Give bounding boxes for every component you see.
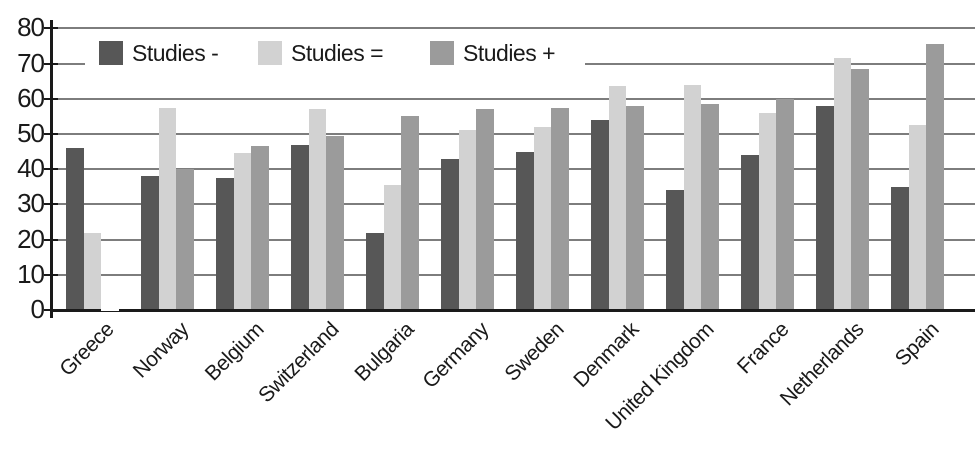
gridline <box>53 133 975 135</box>
bar-sweden <box>533 126 551 310</box>
y-tick-mark <box>44 238 58 241</box>
gridline <box>53 238 975 241</box>
legend-item: Studies + <box>430 40 556 66</box>
bar-germany <box>441 158 459 310</box>
bar-netherlands <box>851 68 869 310</box>
bar-greece <box>83 232 101 310</box>
legend-item: Studies = <box>258 40 384 66</box>
legend-swatch-icon <box>258 41 282 65</box>
y-tick-label: 70 <box>17 47 45 78</box>
legend-background <box>85 36 585 74</box>
y-tick-label: 20 <box>17 223 45 254</box>
bar-denmark <box>626 105 644 310</box>
bar-switzerland <box>326 135 344 310</box>
y-tick-label: 10 <box>17 258 45 289</box>
category-label: Greece <box>55 318 119 381</box>
bar-spain <box>891 186 909 310</box>
legend-label: Studies + <box>463 40 556 66</box>
bar-bulgaria <box>401 116 419 310</box>
y-tick-mark <box>44 273 58 276</box>
bar-norway <box>176 169 194 310</box>
bar-belgium <box>251 146 269 310</box>
bar-sweden <box>516 151 534 310</box>
bar-norway <box>141 176 159 310</box>
legend-label: Studies = <box>291 40 384 66</box>
bar-united-kingdom <box>683 84 701 310</box>
legend-label: Studies - <box>132 40 219 66</box>
bar-norway <box>158 107 176 310</box>
y-tick-mark <box>44 309 58 311</box>
y-tick-mark <box>44 97 58 100</box>
legend-swatch-icon <box>99 41 123 65</box>
legend-item: Studies - <box>99 40 219 66</box>
bar-germany <box>476 109 494 310</box>
bar-switzerland <box>291 144 309 310</box>
bar-united-kingdom <box>666 190 684 310</box>
bar-sweden <box>551 107 569 310</box>
bar-bulgaria <box>383 185 401 310</box>
y-tick-mark <box>44 168 58 171</box>
bar-bulgaria <box>366 232 384 310</box>
zero-bar-notch <box>101 309 119 311</box>
bar-germany <box>458 130 476 310</box>
bar-france <box>776 98 794 310</box>
bar-netherlands <box>816 105 834 310</box>
y-tick-label: 30 <box>17 188 45 219</box>
y-tick-label: 60 <box>17 82 45 113</box>
bar-spain <box>908 125 926 310</box>
bar-denmark <box>591 119 609 310</box>
gridline <box>53 273 975 276</box>
legend-swatch-icon <box>430 41 454 65</box>
bar-united-kingdom <box>701 104 719 310</box>
y-tick-label: 0 <box>30 294 45 324</box>
bar-belgium <box>216 178 234 310</box>
bar-spain <box>926 44 944 310</box>
bar-denmark <box>608 86 626 310</box>
bar-greece <box>66 148 84 310</box>
gridline <box>53 168 975 171</box>
bar-netherlands <box>833 58 851 310</box>
y-tick-label: 40 <box>17 153 45 184</box>
bar-switzerland <box>308 109 326 310</box>
y-tick-label: 80 <box>17 12 45 43</box>
y-tick-mark <box>44 62 58 65</box>
gridline <box>53 27 975 30</box>
y-tick-label: 50 <box>17 118 45 148</box>
bar-france <box>758 112 776 310</box>
x-axis <box>50 309 975 312</box>
gridline <box>53 97 975 100</box>
y-tick-mark <box>44 133 58 135</box>
y-tick-mark <box>44 203 58 206</box>
y-tick-mark <box>44 27 58 30</box>
gridline <box>53 203 975 206</box>
bar-france <box>741 155 759 310</box>
bar-belgium <box>233 153 251 310</box>
